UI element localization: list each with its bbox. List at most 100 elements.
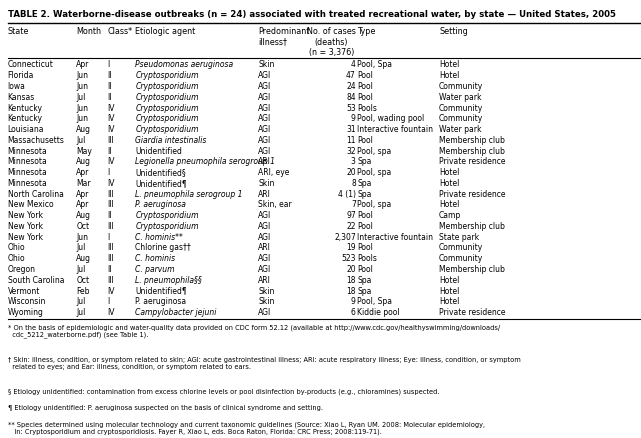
Text: Oregon: Oregon (8, 265, 36, 274)
Text: 2,307: 2,307 (334, 233, 356, 242)
Text: Jun: Jun (76, 114, 88, 123)
Text: Cryptosporidium: Cryptosporidium (135, 93, 199, 102)
Text: Private residence: Private residence (439, 157, 506, 166)
Text: AGI: AGI (258, 93, 272, 102)
Text: IV: IV (107, 125, 115, 134)
Text: Pool: Pool (357, 211, 373, 220)
Text: 8: 8 (351, 179, 356, 188)
Text: AGI: AGI (258, 222, 272, 231)
Text: 22: 22 (346, 222, 356, 231)
Text: Pool, wading pool: Pool, wading pool (357, 114, 424, 123)
Text: Hotel: Hotel (439, 276, 460, 285)
Text: New York: New York (8, 233, 43, 242)
Text: Hotel: Hotel (439, 168, 460, 177)
Text: Jun: Jun (76, 103, 88, 113)
Text: Aug: Aug (76, 211, 91, 220)
Text: ¶ Etiology unidentified: P. aeruginosa suspected on the basis of clinical syndro: ¶ Etiology unidentified: P. aeruginosa s… (8, 405, 322, 411)
Text: AGI: AGI (258, 71, 272, 80)
Text: Kentucky: Kentucky (8, 103, 43, 113)
Text: III: III (107, 222, 114, 231)
Text: Skin, ear: Skin, ear (258, 201, 292, 209)
Text: C. parvum: C. parvum (135, 265, 175, 274)
Text: Private residence: Private residence (439, 190, 506, 199)
Text: Pool: Pool (357, 71, 373, 80)
Text: Membership club: Membership club (439, 136, 505, 145)
Text: III: III (107, 254, 114, 263)
Text: Iowa: Iowa (8, 82, 26, 91)
Text: AGI: AGI (258, 82, 272, 91)
Text: 11: 11 (346, 136, 356, 145)
Text: II: II (107, 147, 112, 155)
Text: Unidentified§: Unidentified§ (135, 168, 186, 177)
Text: Spa: Spa (357, 179, 371, 188)
Text: Interactive fountain: Interactive fountain (357, 233, 433, 242)
Text: Jul: Jul (76, 297, 86, 306)
Text: Pool, Spa: Pool, Spa (357, 60, 392, 70)
Text: III: III (107, 244, 114, 252)
Text: IV: IV (107, 157, 115, 166)
Text: Apr: Apr (76, 190, 90, 199)
Text: AGI: AGI (258, 103, 272, 113)
Text: 53: 53 (346, 103, 356, 113)
Text: New York: New York (8, 222, 43, 231)
Text: Interactive fountain: Interactive fountain (357, 125, 433, 134)
Text: Cryptosporidium: Cryptosporidium (135, 82, 199, 91)
Text: Massachusetts: Massachusetts (8, 136, 65, 145)
Text: Legionella pneumophila serogroup 1: Legionella pneumophila serogroup 1 (135, 157, 275, 166)
Text: Wisconsin: Wisconsin (8, 297, 46, 306)
Text: Pool: Pool (357, 93, 373, 102)
Text: 9: 9 (351, 297, 356, 306)
Text: IV: IV (107, 179, 115, 188)
Text: II: II (107, 265, 112, 274)
Text: AGI: AGI (258, 125, 272, 134)
Text: 18: 18 (346, 276, 356, 285)
Text: New York: New York (8, 211, 43, 220)
Text: Spa: Spa (357, 286, 371, 296)
Text: Spa: Spa (357, 190, 371, 199)
Text: Aug: Aug (76, 125, 91, 134)
Text: Hotel: Hotel (439, 71, 460, 80)
Text: IV: IV (107, 103, 115, 113)
Text: 97: 97 (346, 211, 356, 220)
Text: Giardia intestinalis: Giardia intestinalis (135, 136, 206, 145)
Text: * On the basis of epidemiologic and water-quality data provided on CDC form 52.1: * On the basis of epidemiologic and wate… (8, 324, 500, 339)
Text: Community: Community (439, 82, 483, 91)
Text: Pseudomonas aeruginosa: Pseudomonas aeruginosa (135, 60, 233, 70)
Text: 7: 7 (351, 201, 356, 209)
Text: I: I (107, 297, 110, 306)
Text: Etiologic agent: Etiologic agent (135, 27, 196, 36)
Text: Hotel: Hotel (439, 201, 460, 209)
Text: No. of cases
(deaths)
(n = 3,376): No. of cases (deaths) (n = 3,376) (307, 27, 356, 57)
Text: Ohio: Ohio (8, 254, 25, 263)
Text: ARI: ARI (258, 190, 271, 199)
Text: Kentucky: Kentucky (8, 114, 43, 123)
Text: State: State (8, 27, 29, 36)
Text: III: III (107, 136, 114, 145)
Text: AGI: AGI (258, 254, 272, 263)
Text: Community: Community (439, 254, 483, 263)
Text: Setting: Setting (439, 27, 468, 36)
Text: Jun: Jun (76, 233, 88, 242)
Text: Ohio: Ohio (8, 244, 25, 252)
Text: ARI: ARI (258, 157, 271, 166)
Text: AGI: AGI (258, 265, 272, 274)
Text: Vermont: Vermont (8, 286, 40, 296)
Text: Apr: Apr (76, 60, 90, 70)
Text: Hotel: Hotel (439, 179, 460, 188)
Text: L. pneumophila§§: L. pneumophila§§ (135, 276, 202, 285)
Text: Pool, spa: Pool, spa (357, 147, 391, 155)
Text: L. pneumophila serogroup 1: L. pneumophila serogroup 1 (135, 190, 243, 199)
Text: 31: 31 (346, 125, 356, 134)
Text: Florida: Florida (8, 71, 34, 80)
Text: III: III (107, 276, 114, 285)
Text: Camp: Camp (439, 211, 462, 220)
Text: Water park: Water park (439, 93, 481, 102)
Text: Apr: Apr (76, 201, 90, 209)
Text: Wyoming: Wyoming (8, 308, 44, 317)
Text: New Mexico: New Mexico (8, 201, 53, 209)
Text: Minnesota: Minnesota (8, 157, 47, 166)
Text: Pool, spa: Pool, spa (357, 168, 391, 177)
Text: Oct: Oct (76, 276, 89, 285)
Text: Unidentified¶: Unidentified¶ (135, 286, 187, 296)
Text: Pool: Pool (357, 82, 373, 91)
